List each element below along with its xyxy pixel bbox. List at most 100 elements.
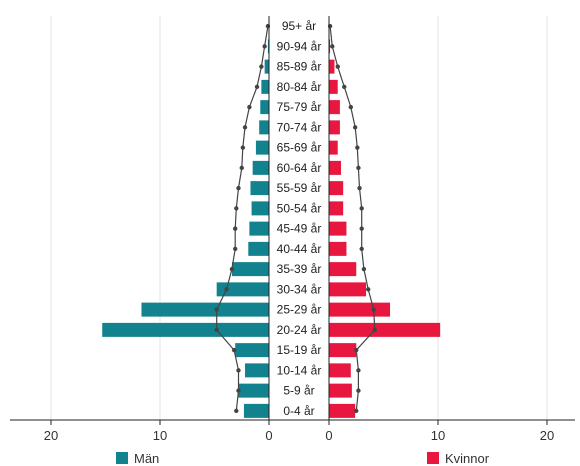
point-men-16 bbox=[231, 347, 237, 353]
age-label-0: 95+ år bbox=[282, 19, 316, 33]
bar-women-18 bbox=[329, 383, 352, 398]
point-women-12 bbox=[361, 266, 367, 272]
x-tick-label-left-0: 20 bbox=[44, 428, 58, 443]
bar-men-16 bbox=[235, 343, 269, 358]
bar-men-4 bbox=[260, 100, 269, 115]
bar-men-3 bbox=[261, 79, 269, 94]
bar-women-13 bbox=[329, 282, 367, 297]
point-women-4 bbox=[348, 104, 353, 110]
bar-men-8 bbox=[250, 181, 269, 196]
bars bbox=[102, 39, 441, 418]
point-women-19 bbox=[354, 408, 359, 414]
age-label-3: 80-84 år bbox=[277, 80, 322, 94]
bar-men-11 bbox=[248, 241, 269, 256]
age-label-2: 85-89 år bbox=[277, 60, 322, 74]
point-men-8 bbox=[236, 185, 241, 191]
point-men-18 bbox=[236, 388, 241, 393]
bar-men-9 bbox=[251, 201, 269, 216]
bar-men-6 bbox=[255, 140, 269, 155]
bar-women-9 bbox=[329, 201, 344, 216]
bar-women-5 bbox=[329, 120, 340, 135]
bar-men-2 bbox=[264, 59, 269, 74]
age-label-8: 55-59 år bbox=[277, 181, 322, 195]
bar-women-8 bbox=[329, 181, 344, 196]
bar-men-7 bbox=[252, 160, 269, 175]
bar-men-19 bbox=[243, 403, 269, 418]
point-men-6 bbox=[240, 145, 246, 150]
point-men-7 bbox=[239, 165, 244, 171]
point-women-16 bbox=[354, 347, 359, 353]
point-women-11 bbox=[359, 246, 364, 252]
bar-women-6 bbox=[329, 140, 338, 155]
x-axis: 20 10 0 0 10 20 bbox=[10, 16, 575, 443]
age-label-18: 5-9 år bbox=[283, 384, 314, 398]
age-label-13: 30-34 år bbox=[277, 282, 322, 296]
point-men-17 bbox=[236, 368, 241, 373]
legend-item-women[interactable]: Kvinnor bbox=[427, 450, 489, 466]
point-women-6 bbox=[355, 145, 360, 150]
age-label-11: 40-44 år bbox=[277, 242, 322, 256]
point-men-5 bbox=[242, 125, 248, 130]
bar-women-10 bbox=[329, 221, 347, 236]
age-label-1: 90-94 år bbox=[277, 39, 322, 53]
age-label-17: 10-14 år bbox=[277, 363, 322, 377]
age-label-5: 70-74 år bbox=[277, 120, 322, 134]
x-tick-label-right-1: 10 bbox=[431, 428, 445, 443]
point-women-9 bbox=[359, 206, 364, 211]
bar-women-16 bbox=[329, 343, 357, 358]
point-men-9 bbox=[234, 206, 239, 211]
point-women-10 bbox=[359, 226, 364, 231]
x-tick-label-right-0: 0 bbox=[325, 428, 332, 443]
point-women-15 bbox=[372, 327, 377, 333]
point-men-19 bbox=[234, 408, 239, 414]
line-women bbox=[329, 26, 376, 411]
point-women-3 bbox=[342, 84, 347, 90]
legend-label-women: Kvinnor bbox=[445, 450, 490, 466]
bar-men-18 bbox=[238, 383, 269, 398]
point-men-14 bbox=[214, 307, 219, 312]
comparison-lines bbox=[214, 23, 377, 414]
bar-men-13 bbox=[216, 282, 269, 297]
point-men-10 bbox=[233, 226, 238, 231]
bar-women-11 bbox=[329, 241, 347, 256]
bar-women-2 bbox=[329, 59, 335, 74]
point-women-5 bbox=[352, 125, 358, 130]
x-tick-label-left-2: 0 bbox=[265, 428, 272, 443]
age-label-19: 0-4 år bbox=[283, 404, 314, 418]
point-women-17 bbox=[356, 368, 361, 373]
bar-women-14 bbox=[329, 302, 391, 317]
bar-women-17 bbox=[329, 363, 351, 378]
point-men-12 bbox=[229, 266, 235, 272]
point-women-2 bbox=[335, 64, 340, 69]
point-men-11 bbox=[233, 246, 238, 252]
bar-men-14 bbox=[141, 302, 269, 317]
bar-women-7 bbox=[329, 160, 341, 175]
bar-women-12 bbox=[329, 262, 357, 277]
age-label-4: 75-79 år bbox=[277, 100, 322, 114]
age-label-7: 60-64 år bbox=[277, 161, 322, 175]
point-men-15 bbox=[214, 327, 219, 333]
bar-men-5 bbox=[259, 120, 269, 135]
legend-item-men[interactable]: Män bbox=[116, 450, 159, 466]
line-men bbox=[216, 26, 269, 411]
gridlines bbox=[50, 16, 548, 420]
age-label-6: 65-69 år bbox=[277, 141, 322, 155]
age-label-10: 45-49 år bbox=[277, 222, 322, 236]
age-label-9: 50-54 år bbox=[277, 201, 322, 215]
legend-swatch-men bbox=[116, 452, 128, 464]
point-women-7 bbox=[356, 165, 361, 171]
point-women-18 bbox=[356, 388, 361, 393]
legend-swatch-women bbox=[427, 452, 439, 464]
point-men-4 bbox=[247, 104, 252, 110]
point-women-13 bbox=[366, 287, 371, 292]
bar-men-1 bbox=[267, 39, 269, 54]
point-women-1 bbox=[330, 44, 335, 49]
bar-women-15 bbox=[329, 322, 441, 337]
bar-women-19 bbox=[329, 403, 356, 418]
age-label-12: 35-39 år bbox=[277, 262, 322, 276]
point-men-1 bbox=[262, 44, 267, 49]
bar-women-4 bbox=[329, 100, 340, 115]
age-label-16: 15-19 år bbox=[277, 343, 322, 357]
bar-women-3 bbox=[329, 79, 338, 94]
